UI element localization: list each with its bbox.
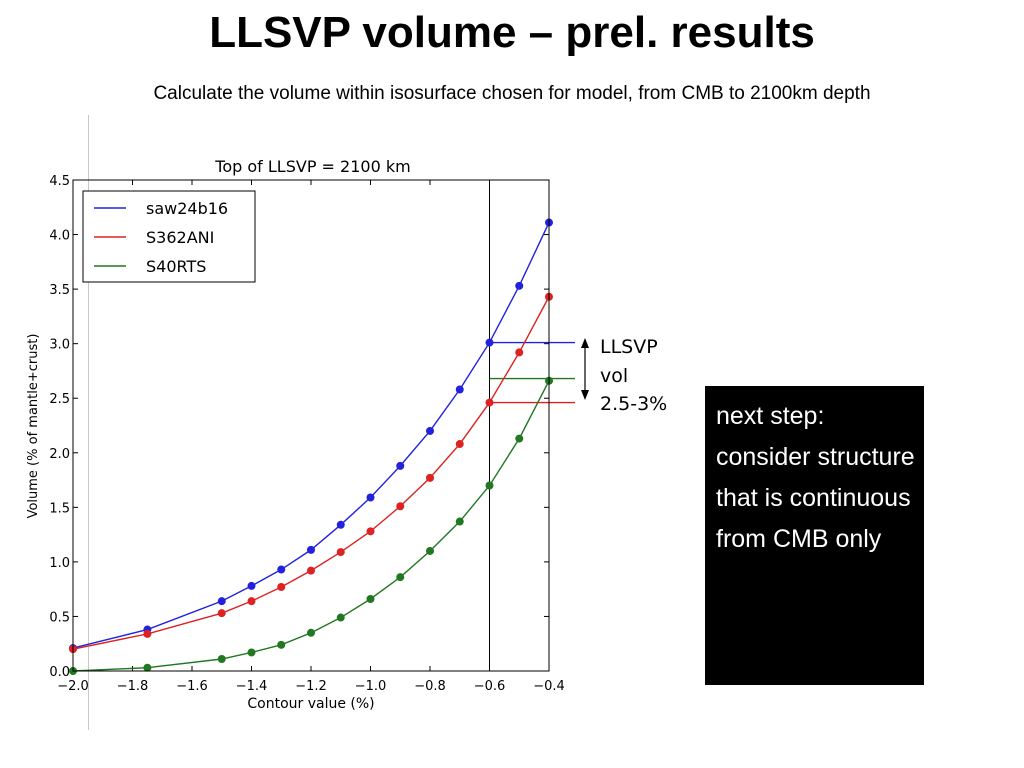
slide-guide-line — [88, 115, 89, 730]
data-point-saw24b16 — [426, 426, 434, 435]
y-tick-label: 1.5 — [49, 501, 70, 516]
data-point-saw24b16 — [485, 338, 494, 347]
data-point-S40RTS — [336, 613, 345, 622]
data-point-S362ANI — [455, 440, 464, 449]
data-point-S362ANI — [143, 629, 152, 638]
data-point-S40RTS — [307, 628, 315, 637]
data-point-S40RTS — [396, 573, 405, 582]
x-tick-label: −0.8 — [414, 679, 446, 694]
data-point-S40RTS — [426, 546, 434, 555]
slide-subtitle: Calculate the volume within isosurface c… — [153, 83, 871, 104]
data-point-S362ANI — [366, 527, 375, 536]
next-step-box: next step: consider structure that is co… — [705, 386, 924, 685]
plot-area: −2.0 −1.8 −1.6 −1.4 −1.2 −1.0 −0.8 −0.6 −0.4 0.0 0… — [49, 174, 575, 694]
data-point-saw24b16 — [515, 281, 524, 290]
arrow-head-down — [581, 390, 589, 400]
data-point-saw24b16 — [336, 520, 345, 529]
x-tick-label: −0.6 — [474, 679, 506, 694]
slide-title: LLSVP volume – prel. results — [209, 8, 815, 57]
data-point-S40RTS — [277, 640, 286, 649]
y-tick-label: 3.5 — [49, 283, 70, 298]
y-tick-label: 3.0 — [49, 338, 70, 353]
series-line-S40RTS — [72, 380, 550, 672]
series-line-saw24b16 — [72, 222, 550, 649]
x-tick-label: −1.6 — [176, 679, 208, 694]
volume-chart: Top of LLSVP = 2100 km Volume (% of mant… — [26, 157, 667, 712]
y-tick-label: 4.0 — [49, 229, 70, 244]
y-axis-label: Volume (% of mantle+crust) — [26, 334, 41, 519]
data-point-saw24b16 — [277, 565, 286, 574]
annotation-line-3: 2.5-3% — [600, 393, 667, 415]
data-point-saw24b16 — [455, 385, 464, 394]
x-tick-label: −1.0 — [355, 679, 387, 694]
data-point-S40RTS — [247, 648, 256, 657]
x-tick-label: −1.2 — [295, 679, 327, 694]
annotation-line-2: vol — [600, 365, 628, 387]
data-point-saw24b16 — [307, 545, 315, 554]
chart-legend: saw24b16 S362ANI S40RTS — [82, 190, 256, 283]
x-tick-label: −1.8 — [117, 679, 149, 694]
llsvp-annotation: LLSVP vol 2.5-3% — [581, 336, 667, 415]
x-tick-label: −2.0 — [57, 679, 89, 694]
data-point-S40RTS — [485, 481, 494, 490]
data-point-S40RTS — [455, 517, 464, 526]
data-point-S40RTS — [143, 663, 152, 672]
series-line-S362ANI — [72, 296, 550, 650]
arrow-head-up — [581, 338, 589, 348]
x-axis-label: Contour value (%) — [247, 696, 374, 712]
data-point-S362ANI — [515, 348, 524, 357]
x-tick-label: −1.4 — [236, 679, 268, 694]
data-point-S362ANI — [277, 582, 286, 591]
data-point-S362ANI — [247, 597, 256, 606]
data-point-saw24b16 — [247, 581, 256, 590]
data-point-S362ANI — [336, 548, 345, 557]
data-point-saw24b16 — [396, 461, 405, 470]
plot-frame — [72, 179, 550, 672]
data-point-S40RTS — [217, 654, 226, 663]
data-point-S362ANI — [485, 398, 494, 407]
legend-label: S362ANI — [146, 228, 214, 247]
chart-title: Top of LLSVP = 2100 km — [214, 157, 410, 176]
data-point-saw24b16 — [217, 597, 226, 606]
data-point-S362ANI — [307, 566, 315, 575]
data-point-saw24b16 — [366, 493, 375, 502]
y-tick-label: 4.5 — [49, 174, 70, 189]
data-point-S40RTS — [366, 594, 375, 603]
data-point-S362ANI — [396, 502, 405, 511]
y-tick-label: 2.5 — [49, 392, 70, 407]
y-tick-label: 0.5 — [49, 610, 70, 625]
y-tick-label: 1.0 — [49, 556, 70, 571]
next-step-text: next step: consider structure that is co… — [716, 402, 915, 553]
data-point-S40RTS — [515, 434, 524, 443]
legend-label: S40RTS — [146, 257, 206, 276]
data-point-S362ANI — [426, 473, 434, 482]
y-tick-label: 2.0 — [49, 447, 70, 462]
y-tick-label: 0.0 — [49, 665, 70, 680]
x-tick-label: −0.4 — [533, 679, 565, 694]
legend-label: saw24b16 — [146, 199, 228, 218]
annotation-line-1: LLSVP — [600, 336, 658, 358]
data-point-S362ANI — [217, 609, 226, 618]
